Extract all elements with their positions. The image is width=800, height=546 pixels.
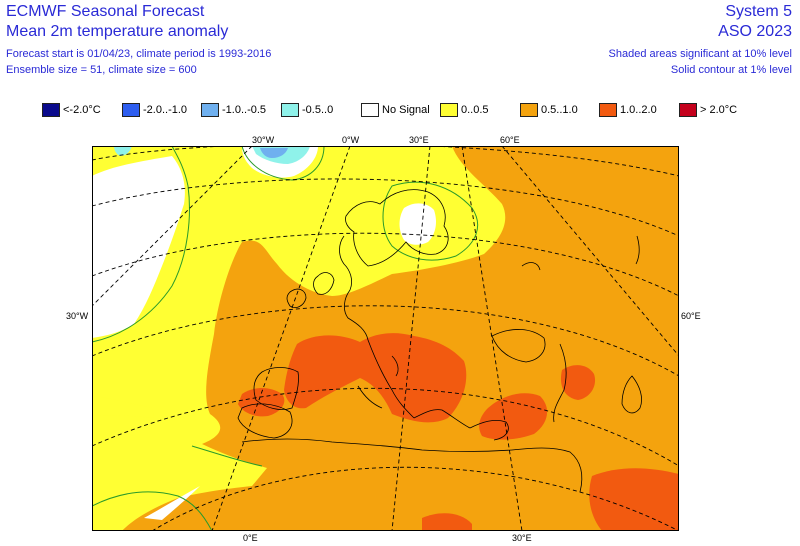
legend-item: No Signal [361, 101, 430, 119]
graticule [92, 146, 679, 531]
legend-label: 0..0.5 [461, 104, 489, 116]
legend-item: 1.0..2.0 [599, 101, 657, 119]
legend-item: -0.5..0 [281, 101, 333, 119]
map-subtitle: Mean 2m temperature anomaly [6, 23, 229, 40]
region-no-signal-southwest [144, 486, 200, 520]
system-label: System 5 [725, 3, 792, 20]
anomaly-map [92, 146, 679, 531]
legend-label: -0.5..0 [302, 104, 334, 116]
region-yellow-strip [92, 396, 154, 418]
legend-item: 0.5..1.0 [520, 101, 578, 119]
region-red-turkey [479, 393, 548, 440]
region-blue-north [260, 148, 288, 158]
map-title: ECMWF Seasonal Forecast [6, 3, 205, 20]
legend-label: > 2.0°C [700, 104, 738, 116]
lon-label-top: 60°E [500, 135, 520, 145]
region-no-signal-west [92, 156, 185, 338]
legend-swatch [122, 103, 140, 117]
region-red-arabia [589, 468, 679, 531]
map-frame [92, 146, 679, 531]
legend-swatch [599, 103, 617, 117]
color-legend: <-2.0°C -2.0..-1.0 -1.0..-0.5 -0.5..0 No… [42, 101, 782, 121]
lon-label-left: 30°W [66, 311, 89, 321]
region-red-france [238, 388, 285, 417]
legend-label: <-2.0°C [63, 104, 101, 116]
lon-label-top: 30°E [409, 135, 429, 145]
lon-label-bottom: 0°E [243, 533, 258, 543]
ensemble-size-info: Ensemble size = 51, climate size = 600 [6, 64, 197, 76]
legend-swatch [281, 103, 299, 117]
significance-info: Shaded areas significant at 10% level [608, 48, 792, 60]
legend-label: -1.0..-0.5 [222, 104, 267, 116]
season-label: ASO 2023 [718, 23, 792, 40]
forecast-start-info: Forecast start is 01/04/23, climate peri… [6, 48, 272, 60]
legend-label: 0.5..1.0 [541, 104, 578, 116]
lon-label-top: 0°W [342, 135, 360, 145]
legend-item: <-2.0°C [42, 101, 101, 119]
legend-swatch [42, 103, 60, 117]
legend-swatch [201, 103, 219, 117]
legend-item: > 2.0°C [679, 101, 737, 119]
legend-item: 0..0.5 [440, 101, 489, 119]
legend-swatch [520, 103, 538, 117]
legend-swatch [440, 103, 458, 117]
significance-contours [92, 146, 479, 531]
region-yellow [92, 146, 506, 531]
legend-item: -1.0..-0.5 [201, 101, 266, 119]
legend-item: -2.0..-1.0 [122, 101, 187, 119]
lon-label-right: 60°E [681, 311, 701, 321]
legend-swatch [361, 103, 379, 117]
region-cyan-northwest [114, 146, 132, 156]
region-red-central-europe [284, 333, 467, 423]
legend-label: 1.0..2.0 [620, 104, 657, 116]
region-red-caspian [560, 365, 596, 400]
legend-label: No Signal [382, 104, 430, 116]
region-red-africa [422, 513, 472, 531]
legend-swatch [679, 103, 697, 117]
legend-label: -2.0..-1.0 [143, 104, 188, 116]
lon-label-top: 30°W [252, 135, 275, 145]
map-canvas [92, 146, 679, 531]
contour-info: Solid contour at 1% level [670, 64, 792, 76]
region-no-signal-scandinavia [399, 203, 436, 245]
lon-label-bottom: 30°E [512, 533, 532, 543]
